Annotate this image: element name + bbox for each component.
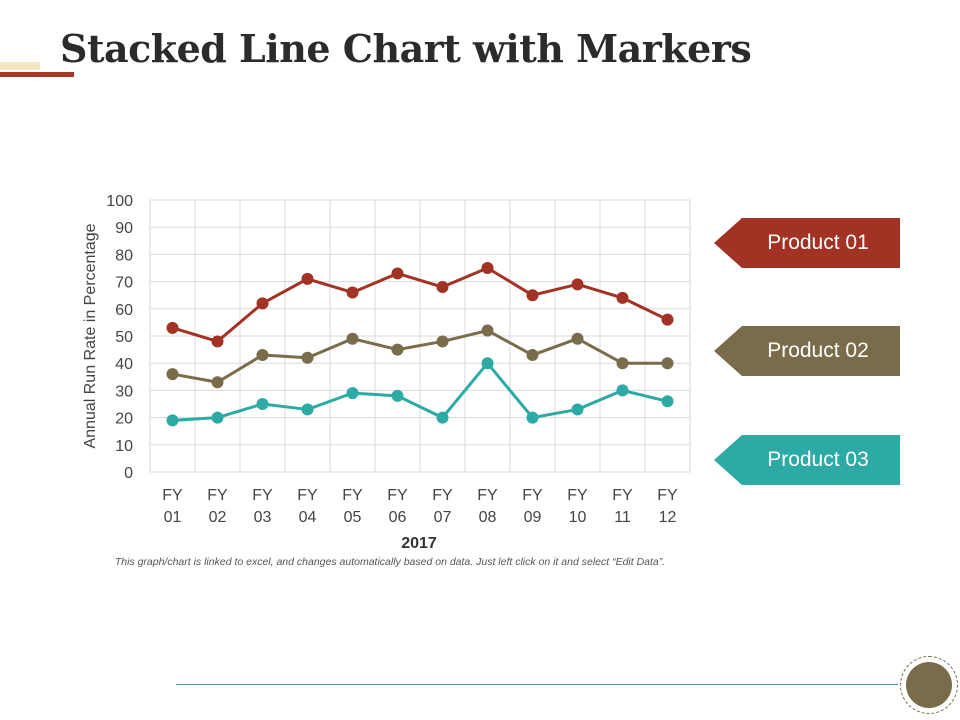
x-tick-label-5-0: FY [387, 487, 408, 504]
series-3-point-12[interactable] [661, 395, 674, 408]
y-tick-labels: 0 10 20 30 40 50 60 70 80 90 100 [106, 193, 133, 482]
x-tick-label-11-1: 12 [659, 509, 677, 526]
x-tick-label-1-1: 02 [209, 509, 227, 526]
series-2-point-5[interactable] [346, 332, 359, 345]
series-1-point-12[interactable] [661, 313, 674, 326]
y-tick-label-7: 70 [115, 275, 133, 292]
x-tick-label-0-1: 01 [164, 509, 182, 526]
series-2-point-12[interactable] [661, 357, 674, 370]
chart-series [166, 262, 674, 427]
badge-dot [906, 662, 952, 708]
x-tick-label-9-1: 10 [569, 509, 587, 526]
title-accent-light [0, 62, 40, 70]
series-1-point-6[interactable] [391, 267, 404, 280]
series-3-point-3[interactable] [256, 398, 269, 410]
legend-product-03[interactable]: Product 03 [714, 435, 900, 485]
series-1-point-4[interactable] [301, 272, 314, 285]
legend-product-02[interactable]: Product 02 [714, 326, 900, 376]
y-tick-label-10: 100 [106, 193, 133, 210]
series-line-1 [172, 266, 669, 343]
legend-product-01-label: Product 01 [767, 231, 869, 254]
x-tick-label-4-0: FY [342, 487, 363, 504]
series-3-point-5[interactable] [346, 387, 359, 400]
series-1-point-10[interactable] [571, 278, 584, 291]
x-tick-label-8-0: FY [522, 487, 543, 504]
series-2-point-11[interactable] [616, 357, 629, 370]
chart-grid [149, 199, 691, 473]
series-1-point-8[interactable] [481, 262, 494, 274]
x-tick-label-0-0: FY [162, 487, 183, 504]
title-accent-dark [0, 72, 74, 77]
series-3-point-7[interactable] [436, 411, 449, 424]
y-tick-label-2: 20 [115, 411, 133, 428]
series-2-point-2[interactable] [211, 376, 224, 389]
x-axis-label: 2017 [401, 535, 437, 552]
series-1-point-11[interactable] [616, 291, 629, 304]
series-1-point-2[interactable] [211, 335, 224, 348]
series-2-point-10[interactable] [571, 332, 584, 345]
series-3-point-10[interactable] [571, 403, 584, 416]
x-tick-label-5-1: 06 [389, 509, 407, 526]
series-3-point-1[interactable] [166, 414, 179, 427]
series-1-point-5[interactable] [346, 286, 359, 299]
series-line-2 [172, 329, 668, 384]
badge-ring [900, 656, 958, 714]
x-tick-label-8-1: 09 [524, 509, 542, 526]
page-title: Stacked Line Chart with Markers [60, 26, 752, 71]
y-axis-label: Annual Run Rate in Percentage [82, 223, 99, 448]
series-2-point-1[interactable] [166, 368, 179, 381]
series-3-point-11[interactable] [616, 384, 629, 397]
x-tick-label-6-1: 07 [434, 509, 452, 526]
x-tick-label-10-0: FY [612, 487, 633, 504]
series-2-point-6[interactable] [391, 343, 404, 356]
legend-product-03-label: Product 03 [767, 448, 869, 471]
x-tick-label-3-1: 04 [299, 509, 317, 526]
series-2-point-8[interactable] [481, 324, 494, 337]
series-1-point-7[interactable] [436, 281, 449, 294]
x-tick-label-2-0: FY [252, 487, 273, 504]
x-tick-label-1-0: FY [207, 487, 228, 504]
x-tick-label-11-0: FY [657, 487, 678, 504]
series-1-point-3[interactable] [256, 297, 269, 310]
series-1-point-1[interactable] [166, 321, 179, 334]
series-3-point-2[interactable] [211, 411, 224, 424]
series-2-point-7[interactable] [436, 335, 449, 348]
x-tick-label-3-0: FY [297, 487, 318, 504]
footer-divider [176, 684, 898, 685]
series-2-point-9[interactable] [526, 349, 539, 362]
x-tick-label-7-1: 08 [479, 509, 497, 526]
y-tick-label-9: 90 [115, 220, 133, 237]
series-3-point-8[interactable] [481, 357, 494, 370]
x-tick-label-6-0: FY [432, 487, 453, 504]
y-tick-label-5: 50 [115, 329, 133, 346]
series-3-point-4[interactable] [301, 403, 314, 416]
x-tick-label-10-1: 11 [614, 509, 631, 526]
y-tick-label-6: 60 [115, 302, 133, 319]
x-tick-label-7-0: FY [477, 487, 498, 504]
series-1-point-9[interactable] [526, 289, 539, 302]
x-tick-label-4-1: 05 [344, 509, 362, 526]
y-tick-label-4: 40 [115, 356, 133, 373]
x-tick-label-9-0: FY [567, 487, 588, 504]
series-3-point-9[interactable] [526, 411, 539, 424]
y-tick-label-1: 10 [115, 438, 133, 455]
legend-product-01[interactable]: Product 01 [714, 218, 900, 268]
series-2-point-3[interactable] [256, 349, 269, 362]
y-tick-label-0: 0 [124, 465, 133, 482]
x-tick-labels: FY 01 FY 02 FY 03 FY 04 FY 05 FY 06 FY 07 FY 08 FY 09 FY 10… [162, 487, 678, 526]
x-tick-label-2-1: 03 [254, 509, 272, 526]
legend-product-02-label: Product 02 [767, 339, 869, 362]
chart-note: This graph/chart is linked to excel, and… [114, 556, 666, 568]
series-3-point-6[interactable] [391, 389, 404, 402]
series-2-point-4[interactable] [301, 351, 314, 364]
y-tick-label-3: 30 [115, 383, 133, 400]
series-line-3 [172, 361, 668, 422]
y-tick-label-8: 80 [115, 247, 133, 264]
